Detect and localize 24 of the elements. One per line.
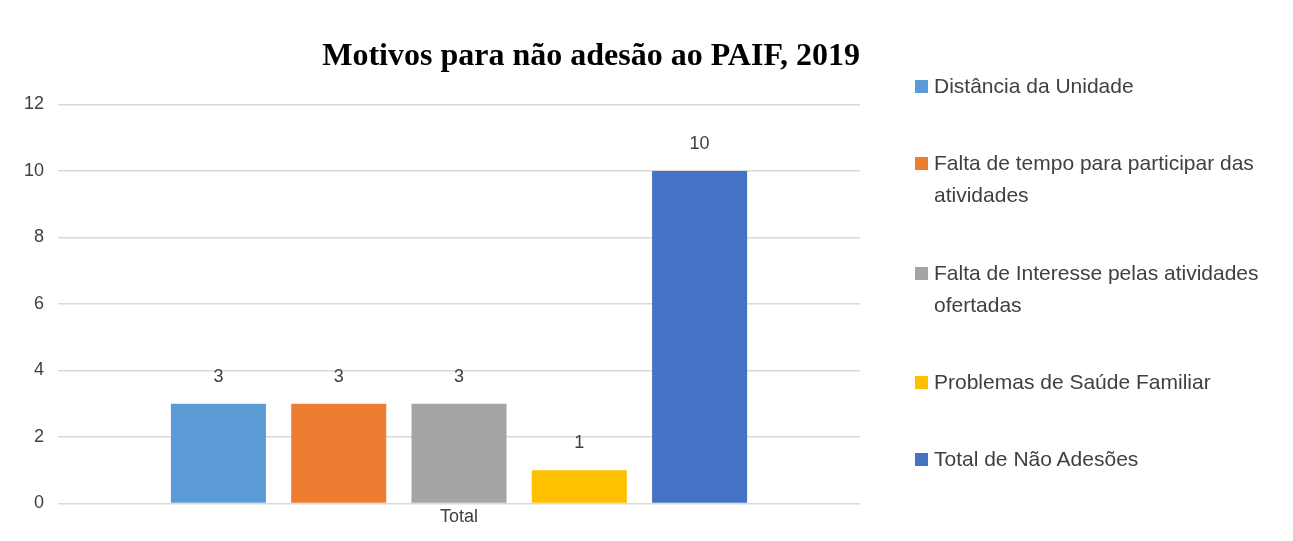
- data-label: 3: [213, 365, 224, 386]
- chart-title: Motivos para não adesão ao PAIF, 2019: [322, 36, 860, 73]
- y-tick-label: 2: [34, 425, 45, 446]
- bar: [652, 170, 748, 503]
- data-label: 1: [574, 432, 585, 453]
- data-label: 3: [333, 365, 344, 386]
- bar: [531, 470, 627, 503]
- data-label: 3: [454, 365, 465, 386]
- y-tick-label: 8: [34, 226, 45, 247]
- y-tick-label: 0: [34, 492, 45, 513]
- data-label: 10: [689, 132, 710, 153]
- legend-label: Total de Não Adesões: [934, 446, 1139, 472]
- legend-label: Distância da Unidade: [934, 73, 1134, 99]
- legend-label: Falta de Interesse pelas atividades ofertadas: [934, 259, 1260, 318]
- x-tick-label: Total: [440, 506, 479, 527]
- legend-label: Falta de tempo para participar das atividades: [934, 150, 1255, 209]
- bar: [411, 403, 507, 503]
- y-tick-label: 12: [23, 93, 45, 114]
- y-tick-label: 4: [34, 359, 45, 380]
- bar: [170, 403, 266, 503]
- bar: [291, 403, 387, 503]
- y-tick-label: 6: [34, 292, 45, 313]
- legend-label: Problemas de Saúde Familiar: [934, 368, 1211, 395]
- y-tick-label: 10: [23, 159, 45, 180]
